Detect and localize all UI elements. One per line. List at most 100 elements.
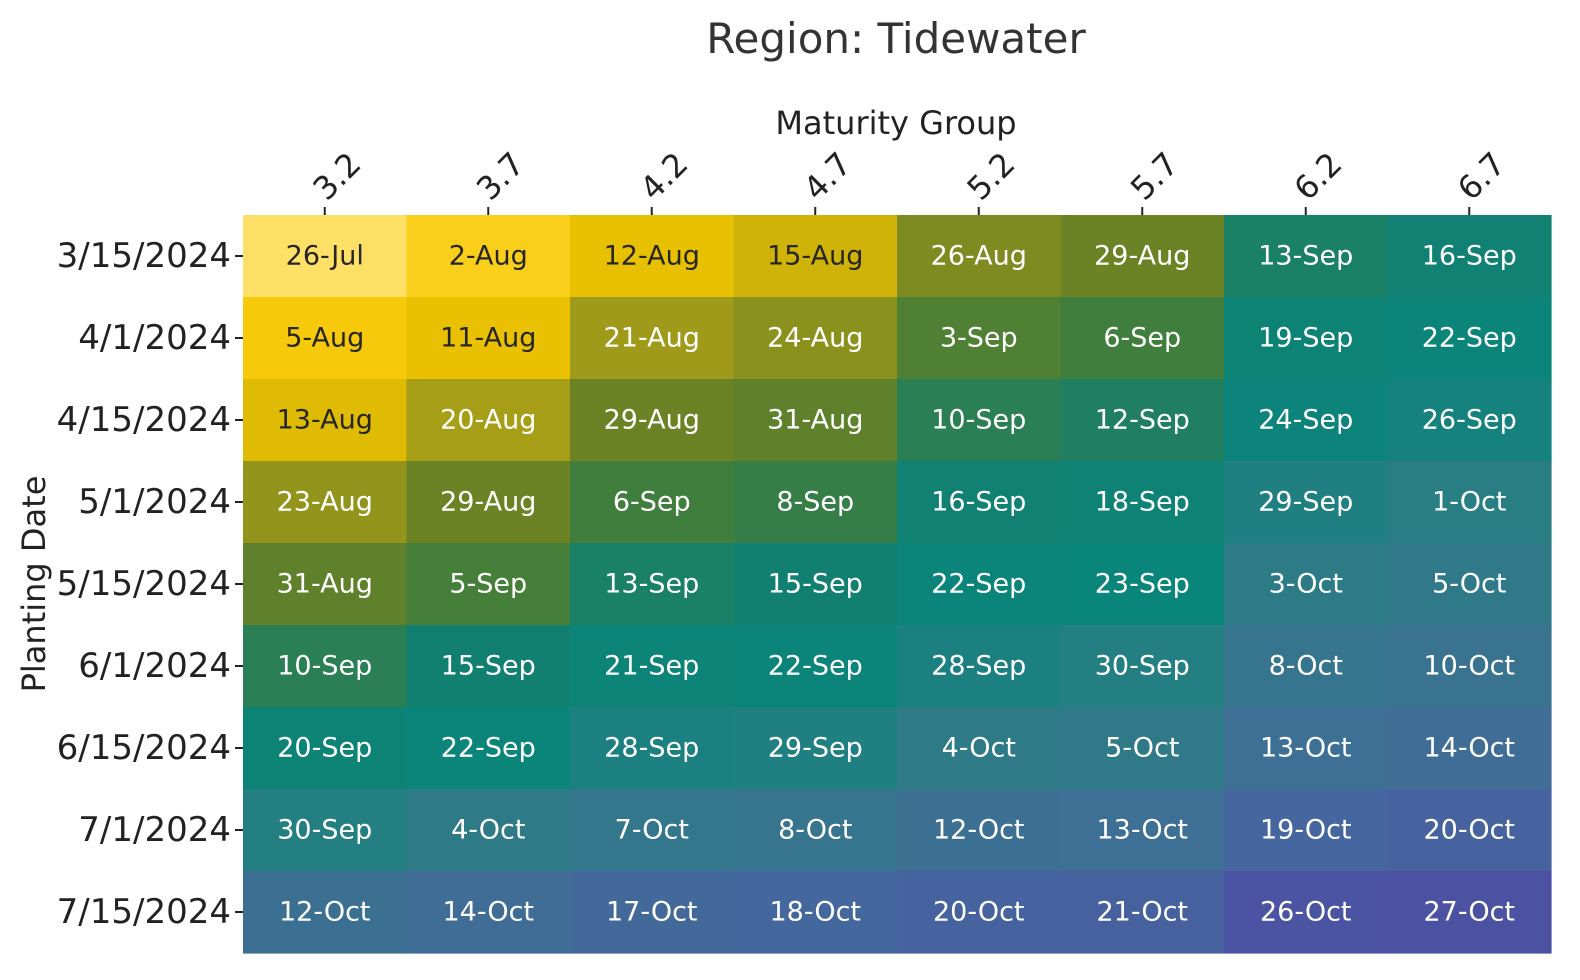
cell-label: 31-Aug bbox=[767, 405, 863, 436]
heatmap-cell bbox=[243, 379, 408, 462]
cell-label: 28-Sep bbox=[931, 651, 1026, 682]
cell-label: 22-Sep bbox=[441, 733, 536, 764]
x-tick-label: 4.7 bbox=[796, 145, 859, 208]
heatmap-cell bbox=[406, 215, 571, 298]
cell-label: 26-Aug bbox=[931, 241, 1027, 272]
heatmap-cell bbox=[1224, 215, 1389, 298]
heatmap-cell bbox=[570, 461, 735, 544]
cell-label: 1-Oct bbox=[1432, 487, 1506, 518]
heatmap-cell bbox=[570, 297, 735, 380]
heatmap-cell bbox=[1387, 215, 1552, 298]
cell-label: 10-Sep bbox=[277, 651, 372, 682]
heatmap-cell bbox=[1224, 543, 1389, 626]
heatmap-cell bbox=[733, 625, 898, 708]
cell-label: 11-Aug bbox=[440, 323, 536, 354]
cell-label: 5-Oct bbox=[1105, 733, 1179, 764]
cell-label: 12-Oct bbox=[933, 815, 1025, 846]
heatmap-cell bbox=[1224, 871, 1389, 954]
cell-label: 29-Aug bbox=[440, 487, 536, 518]
heatmap-cell bbox=[1387, 789, 1552, 872]
cell-label: 13-Oct bbox=[1260, 733, 1352, 764]
heatmap-cell bbox=[406, 625, 571, 708]
x-tick-label: 5.7 bbox=[1123, 145, 1186, 208]
x-tick-label: 3.2 bbox=[306, 145, 369, 208]
cell-label: 23-Aug bbox=[277, 487, 373, 518]
heatmap-cell bbox=[406, 707, 571, 790]
heatmap-cell bbox=[570, 707, 735, 790]
heatmap-cell bbox=[570, 625, 735, 708]
heatmap-cell bbox=[733, 297, 898, 380]
cell-label: 20-Sep bbox=[277, 733, 372, 764]
heatmap-cell bbox=[1060, 543, 1225, 626]
heatmap-cell bbox=[1224, 789, 1389, 872]
heatmap-cell bbox=[243, 707, 408, 790]
cell-label: 13-Aug bbox=[277, 405, 373, 436]
heatmap-cell bbox=[733, 871, 898, 954]
heatmap-cell bbox=[570, 543, 735, 626]
cell-label: 14-Oct bbox=[1423, 733, 1515, 764]
cell-label: 30-Sep bbox=[1095, 651, 1190, 682]
cell-label: 26-Oct bbox=[1260, 897, 1352, 928]
cell-label: 29-Aug bbox=[604, 405, 700, 436]
cell-label: 8-Oct bbox=[778, 815, 852, 846]
cell-label: 15-Aug bbox=[767, 241, 863, 272]
y-tick-label: 4/15/2024 bbox=[57, 400, 231, 440]
x-axis-label: Maturity Group bbox=[775, 104, 1016, 142]
cell-label: 7-Oct bbox=[615, 815, 689, 846]
cell-label: 3-Oct bbox=[1269, 569, 1343, 600]
heatmap-cell bbox=[1224, 379, 1389, 462]
cell-labels: 26-Jul 2-Aug 12-Aug 15-Aug 26-Aug 29-Aug 13-Se… bbox=[277, 241, 1517, 928]
heatmap-cell bbox=[243, 543, 408, 626]
heatmap-cell bbox=[733, 789, 898, 872]
heatmap-cell bbox=[1224, 297, 1389, 380]
cell-label: 16-Sep bbox=[931, 487, 1026, 518]
heatmap-cell bbox=[1387, 543, 1552, 626]
cell-label: 22-Sep bbox=[768, 651, 863, 682]
cell-label: 29-Sep bbox=[768, 733, 863, 764]
cell-label: 18-Oct bbox=[769, 897, 861, 928]
heatmap-cell bbox=[897, 707, 1062, 790]
cell-label: 29-Aug bbox=[1094, 241, 1190, 272]
cell-label: 23-Sep bbox=[1095, 569, 1190, 600]
x-tick-label: 3.7 bbox=[469, 145, 532, 208]
heatmap-cell bbox=[1387, 379, 1552, 462]
x-tick-label: 6.7 bbox=[1450, 145, 1513, 208]
cell-label: 26-Jul bbox=[286, 241, 364, 272]
cell-label: 15-Sep bbox=[768, 569, 863, 600]
cell-label: 10-Sep bbox=[931, 405, 1026, 436]
heatmap-cell bbox=[1060, 215, 1225, 298]
y-axis-ticks: 3/15/2024 4/1/2024 4/15/2024 5/1/2024 5/15/2… bbox=[57, 236, 243, 932]
y-axis-label: Planting Date bbox=[15, 476, 53, 693]
heatmap-cell bbox=[733, 379, 898, 462]
heatmap-cell bbox=[897, 461, 1062, 544]
heatmap-cell bbox=[406, 789, 571, 872]
cell-label: 12-Oct bbox=[279, 897, 371, 928]
heatmap-cell bbox=[1060, 871, 1225, 954]
cell-label: 4-Oct bbox=[942, 733, 1016, 764]
heatmap-cell bbox=[733, 543, 898, 626]
cell-label: 31-Aug bbox=[277, 569, 373, 600]
heatmap-cell bbox=[406, 461, 571, 544]
cell-label: 5-Aug bbox=[285, 323, 364, 354]
heatmap-cell bbox=[406, 871, 571, 954]
cell-label: 12-Aug bbox=[604, 241, 700, 272]
cell-label: 19-Sep bbox=[1258, 323, 1353, 354]
cell-label: 17-Oct bbox=[606, 897, 698, 928]
heatmap-cell bbox=[733, 707, 898, 790]
heatmap-cell bbox=[897, 543, 1062, 626]
heatmap-cell bbox=[897, 625, 1062, 708]
cell-label: 2-Aug bbox=[449, 241, 528, 272]
heatmap-cell bbox=[406, 379, 571, 462]
heatmap-cell bbox=[243, 297, 408, 380]
cell-label: 3-Sep bbox=[940, 323, 1018, 354]
y-tick-label: 7/1/2024 bbox=[78, 810, 231, 850]
cell-label: 6-Sep bbox=[613, 487, 691, 518]
heatmap-cell bbox=[243, 625, 408, 708]
cell-label: 8-Sep bbox=[776, 487, 854, 518]
heatmap-cell bbox=[570, 871, 735, 954]
cell-label: 22-Sep bbox=[1422, 323, 1517, 354]
cell-label: 27-Oct bbox=[1423, 897, 1515, 928]
cell-label: 29-Sep bbox=[1258, 487, 1353, 518]
heatmap-cell bbox=[897, 215, 1062, 298]
